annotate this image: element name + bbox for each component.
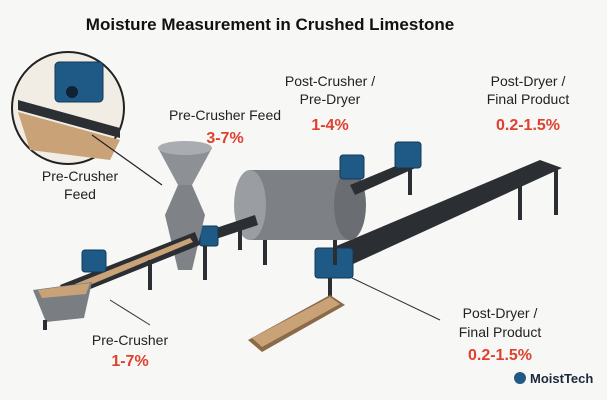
callout-range: 0.2-1.5% bbox=[496, 117, 560, 134]
callout-label: Pre-Dryer bbox=[300, 91, 361, 107]
callout-range: 1-4% bbox=[311, 117, 348, 134]
callout-label: Post-Dryer / bbox=[491, 73, 566, 89]
title: Moisture Measurement in Crushed Limeston… bbox=[86, 15, 454, 34]
inset-label: Feed bbox=[64, 186, 96, 202]
callout-label: Final Product bbox=[459, 324, 542, 340]
callout-label: Pre-Crusher Feed bbox=[169, 107, 281, 123]
logo-icon bbox=[514, 372, 526, 384]
callout-label: Post-Dryer / bbox=[463, 305, 538, 321]
equipment bbox=[11, 51, 562, 352]
callout-range: 0.2-1.5% bbox=[468, 347, 532, 364]
callout-range: 3-7% bbox=[206, 130, 243, 147]
logo: MoistTech bbox=[530, 371, 593, 386]
callout-label: Post-Crusher / bbox=[285, 73, 375, 89]
callout-range: 1-7% bbox=[111, 353, 148, 370]
callout-label: Pre-Crusher bbox=[92, 332, 169, 348]
callout-label: Final Product bbox=[487, 91, 570, 107]
inset-label: Pre-Crusher bbox=[42, 168, 119, 184]
